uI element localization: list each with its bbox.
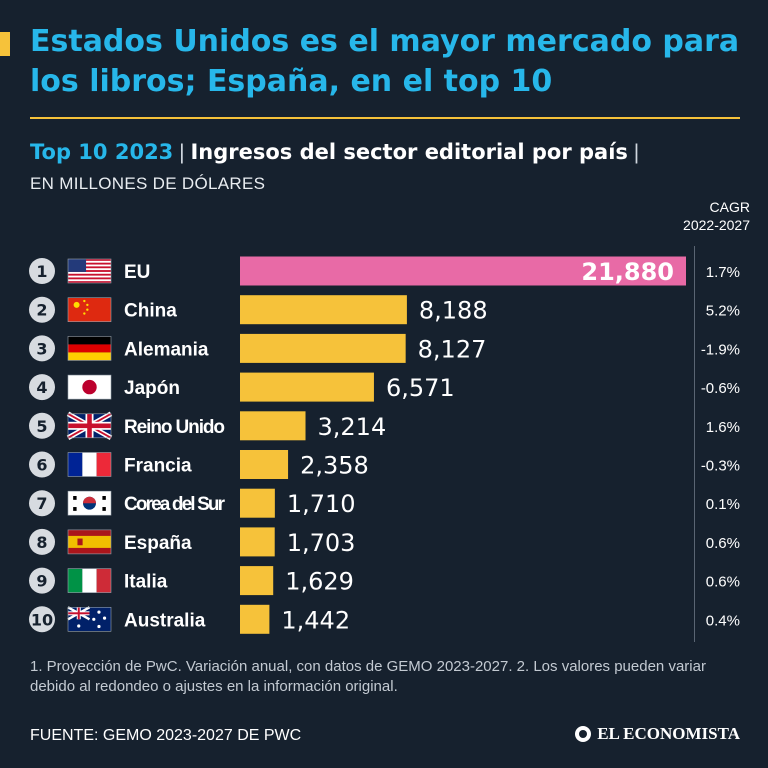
bar bbox=[240, 372, 374, 402]
subtitle-separator: | bbox=[179, 141, 185, 164]
subtitle-year: Top 10 2023 bbox=[30, 140, 174, 164]
accent-bar bbox=[0, 32, 10, 56]
svg-text:5: 5 bbox=[36, 417, 47, 436]
cagr-value: 0.1% bbox=[706, 496, 740, 513]
bar bbox=[240, 604, 270, 634]
country-label: España bbox=[124, 533, 192, 554]
japan-flag-icon bbox=[67, 374, 112, 400]
rank-badge: 9 bbox=[29, 567, 55, 594]
value-label: 6,571 bbox=[386, 374, 455, 402]
rank-badge: 1 bbox=[29, 258, 55, 284]
svg-text:7: 7 bbox=[36, 494, 47, 513]
cagr-value: 0.4% bbox=[706, 612, 740, 629]
country-label: Italia bbox=[124, 572, 168, 593]
svg-text:8: 8 bbox=[36, 533, 47, 552]
units-label: EN MILLONES DE DÓLARES bbox=[30, 174, 266, 193]
cagr-period: 2022-2027 bbox=[683, 217, 750, 233]
rank-badge: 10 bbox=[29, 606, 55, 633]
country-label: Reino Unido bbox=[124, 417, 225, 438]
svg-text:3: 3 bbox=[36, 339, 47, 358]
svg-text:4: 4 bbox=[36, 378, 47, 397]
south-korea-flag-icon bbox=[67, 490, 112, 516]
value-label: 21,880 bbox=[581, 258, 674, 286]
value-label: 8,127 bbox=[418, 335, 487, 363]
brand-icon bbox=[575, 726, 592, 742]
bar bbox=[240, 488, 275, 518]
chart-title: Estados Unidos es el mayor mercado para … bbox=[30, 24, 740, 99]
brand-logo: EL ECONOMISTA bbox=[575, 724, 740, 744]
rank-badge: 3 bbox=[29, 335, 55, 362]
rank-badge: 7 bbox=[29, 490, 55, 517]
cagr-value: -0.3% bbox=[701, 458, 740, 475]
country-label: Alemania bbox=[124, 339, 209, 360]
australia-flag-icon bbox=[67, 606, 112, 632]
value-label: 1,442 bbox=[281, 606, 350, 634]
value-label: 3,214 bbox=[318, 413, 387, 441]
svg-text:1: 1 bbox=[36, 262, 47, 281]
bar bbox=[240, 566, 274, 596]
cagr-header: CAGR 2022-2027 bbox=[670, 198, 750, 234]
footnote: 1. Proyección de PwC. Variación anual, c… bbox=[30, 658, 706, 695]
country-label: Francia bbox=[124, 456, 192, 477]
value-label: 2,358 bbox=[300, 452, 369, 480]
subtitle-separator-end: | bbox=[633, 141, 640, 164]
cagr-value: 5.2% bbox=[706, 303, 740, 320]
bar bbox=[240, 256, 686, 286]
bar bbox=[240, 333, 406, 363]
germany-flag-icon bbox=[67, 336, 112, 361]
country-label: Japón bbox=[124, 378, 180, 399]
china-flag-icon bbox=[67, 297, 112, 323]
svg-text:2: 2 bbox=[36, 301, 47, 320]
value-label: 8,188 bbox=[419, 297, 488, 325]
bar bbox=[240, 411, 306, 441]
subtitle-text: Ingresos del sector editorial por país bbox=[190, 140, 628, 164]
bar bbox=[240, 450, 289, 479]
country-label: Australia bbox=[124, 610, 206, 631]
rank-badge: 2 bbox=[29, 296, 55, 323]
source-label: FUENTE: GEMO 2023-2027 DE PWC bbox=[30, 727, 302, 744]
country-label: EU bbox=[124, 262, 150, 283]
rank-badge: 4 bbox=[29, 374, 55, 401]
bar bbox=[240, 527, 275, 557]
rank-badge: 8 bbox=[29, 528, 55, 555]
cagr-value: -1.9% bbox=[701, 341, 740, 358]
value-label: 1,703 bbox=[287, 529, 356, 557]
value-label: 1,629 bbox=[285, 568, 354, 596]
cagr-value: 1.7% bbox=[706, 264, 740, 281]
title-divider bbox=[30, 117, 740, 119]
chart-subtitle: Top 10 2023 | Ingresos del sector editor… bbox=[30, 140, 639, 165]
country-label: Corea del Sur bbox=[124, 494, 226, 515]
bar bbox=[240, 295, 407, 325]
rank-badge: 6 bbox=[29, 451, 55, 478]
usa-flag-icon bbox=[67, 258, 112, 284]
cagr-divider bbox=[694, 246, 695, 642]
svg-text:10: 10 bbox=[31, 610, 53, 629]
france-flag-icon bbox=[67, 452, 112, 477]
svg-text:6: 6 bbox=[36, 456, 47, 475]
cagr-value: 0.6% bbox=[706, 535, 740, 552]
country-label: China bbox=[124, 301, 177, 322]
cagr-value: 0.6% bbox=[706, 574, 740, 591]
spain-flag-icon bbox=[67, 529, 112, 555]
value-label: 1,710 bbox=[287, 490, 356, 518]
rank-badge: 5 bbox=[29, 412, 55, 439]
italy-flag-icon bbox=[67, 568, 112, 593]
cagr-value: -0.6% bbox=[701, 380, 740, 397]
svg-text:9: 9 bbox=[36, 572, 47, 591]
brand-name: EL ECONOMISTA bbox=[597, 724, 740, 743]
uk-flag-icon bbox=[66, 411, 113, 440]
cagr-label: CAGR bbox=[709, 199, 750, 215]
cagr-value: 1.6% bbox=[706, 419, 740, 436]
